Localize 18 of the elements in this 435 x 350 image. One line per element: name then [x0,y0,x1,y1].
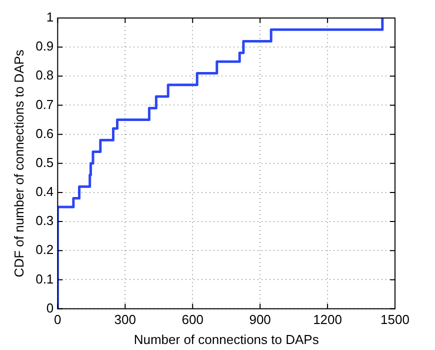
y-tick-label: 0.9 [36,38,54,54]
y-tick-label: 0.1 [36,271,54,286]
x-tick-label: 300 [114,312,136,328]
y-tick-label: 0.4 [36,184,54,200]
y-tick-label: 0.2 [36,242,54,258]
y-axis-title: CDF of number of connections to DAPs [11,49,26,278]
x-tick-label: 600 [182,312,204,328]
y-tick-label: 0.5 [36,154,54,170]
y-tick-label: 0.6 [36,126,54,141]
x-tick-label: 1500 [380,312,410,328]
x-tick-label: 900 [249,312,271,328]
y-tick-label: 0.3 [36,213,54,228]
y-tick-label: 0.8 [36,68,54,83]
y-tick-label: 0.7 [36,96,54,112]
x-axis-title: Number of connections to DAPs [134,332,320,347]
y-tick-label: 1 [46,10,54,25]
x-tick-label: 1200 [313,312,342,328]
y-tick-label: 0 [46,300,54,316]
